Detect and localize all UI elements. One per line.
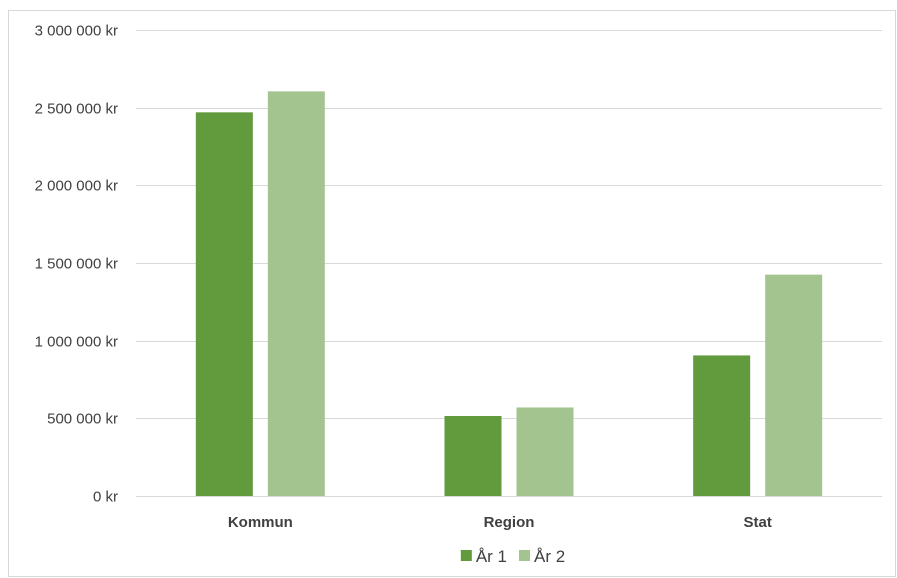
y-axis-tick-labels: 0 kr 500 000 kr 1 000 000 kr 1 500 000 kr 2 … (35, 23, 118, 506)
legend-label: År 1 (476, 547, 507, 566)
y-tick-label: 500 000 kr (47, 411, 118, 428)
legend-label: År 2 (534, 547, 565, 566)
bar-stat-series-2 (765, 274, 823, 496)
bar-kommun-series-2 (267, 91, 325, 497)
legend: År 1 År 2 (460, 547, 565, 566)
bar-region-series-1 (444, 416, 502, 496)
bar-stat-series-1 (693, 355, 751, 496)
y-tick-label: 2 000 000 kr (35, 178, 118, 195)
y-tick-label: 3 000 000 kr (35, 23, 118, 40)
x-category-label: Stat (743, 514, 771, 531)
x-category-label: Kommun (228, 514, 293, 531)
y-tick-label: 0 kr (93, 489, 118, 506)
y-tick-label: 2 500 000 kr (35, 101, 118, 118)
legend-swatch (460, 550, 472, 561)
legend-swatch (519, 550, 530, 561)
bar-kommun-series-1 (195, 112, 253, 497)
x-axis-category-labels: Kommun Region Stat (228, 514, 772, 531)
y-tick-label: 1 500 000 kr (35, 256, 118, 273)
y-tick-label: 1 000 000 kr (35, 334, 118, 351)
bars (195, 91, 823, 497)
x-category-label: Region (484, 514, 535, 531)
gridlines (136, 30, 882, 497)
bar-region-series-2 (516, 407, 574, 496)
